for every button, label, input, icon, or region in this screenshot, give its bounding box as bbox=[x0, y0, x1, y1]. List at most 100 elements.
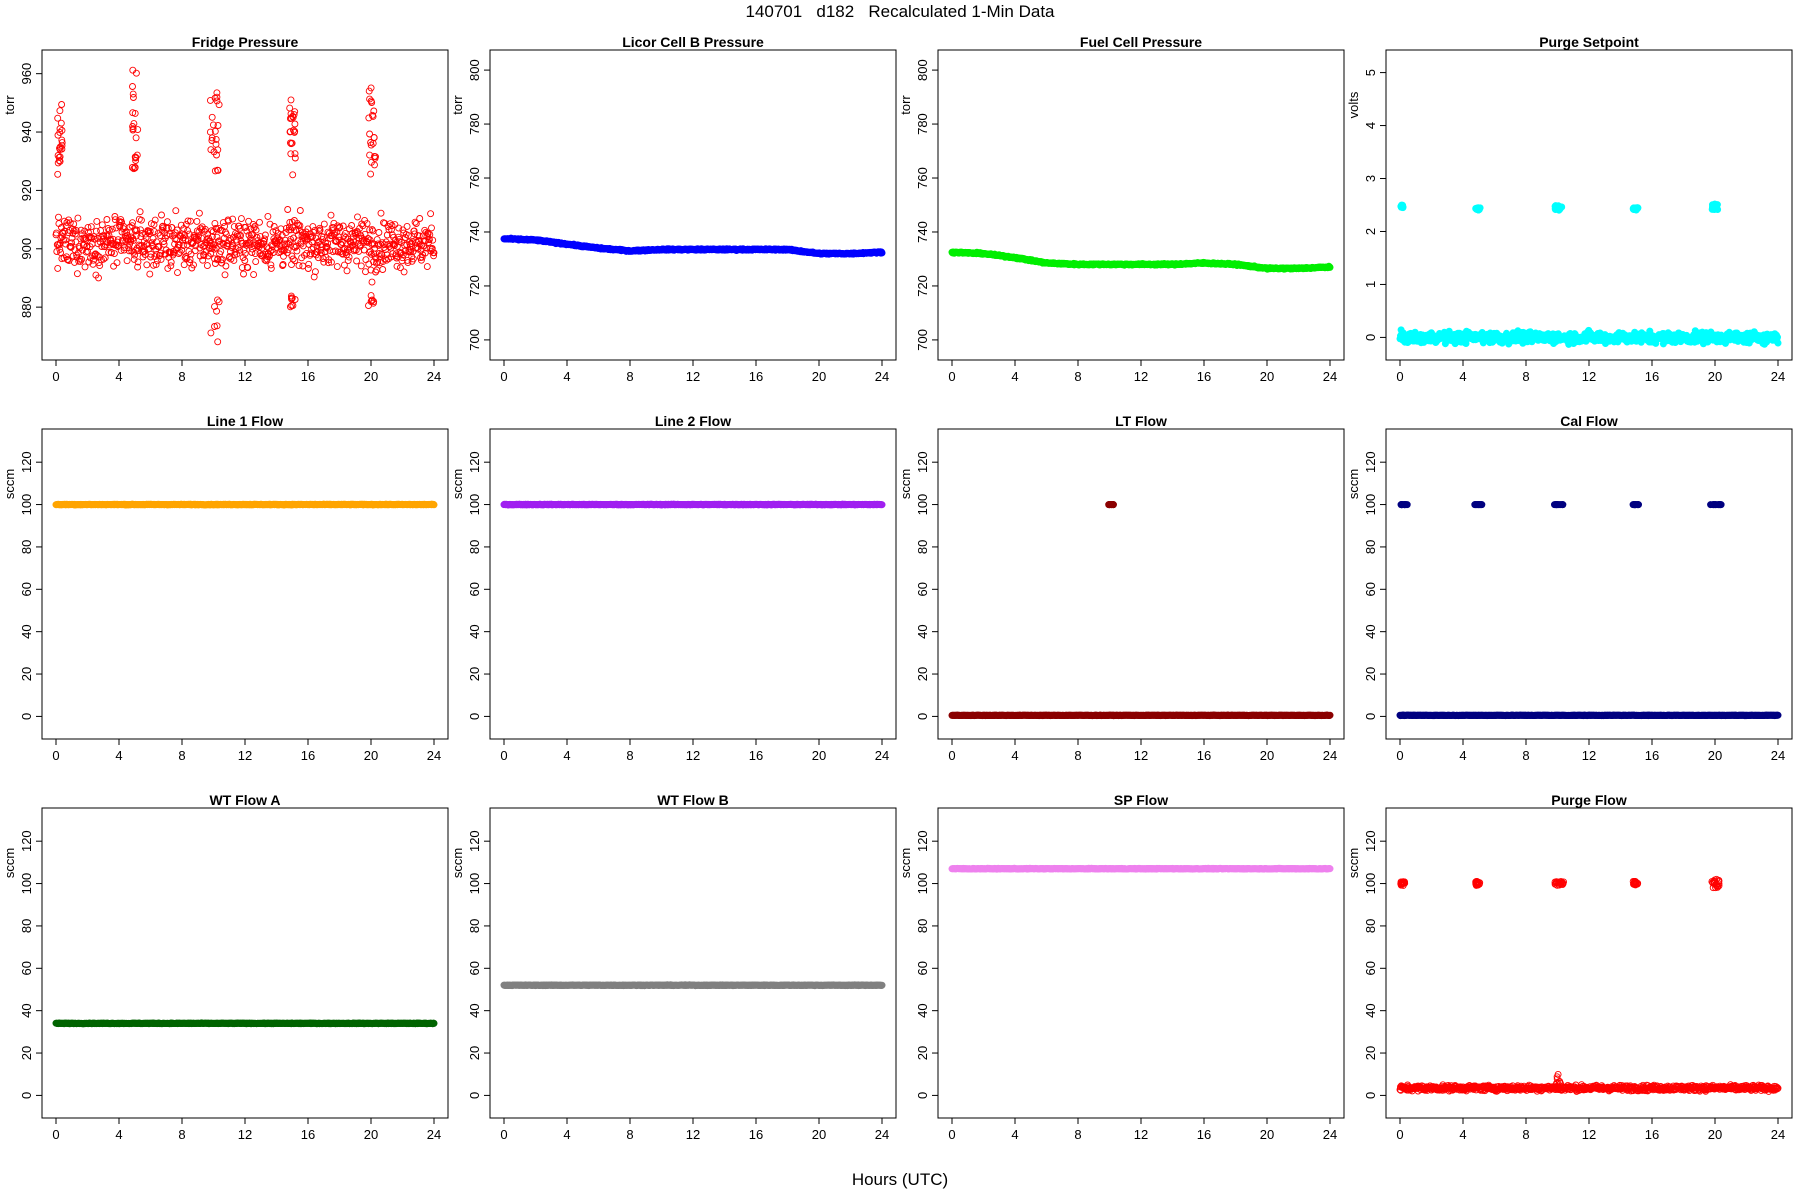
data-point bbox=[426, 231, 434, 239]
data-point bbox=[396, 264, 404, 272]
data-point bbox=[289, 255, 297, 263]
plot-frame bbox=[1385, 49, 1793, 361]
data-point bbox=[236, 246, 244, 254]
y-tick-label: 100 bbox=[19, 494, 34, 516]
data-point bbox=[365, 248, 373, 256]
data-point bbox=[174, 269, 181, 277]
data-point bbox=[357, 262, 365, 270]
data-point bbox=[1711, 200, 1719, 208]
data-point bbox=[393, 242, 401, 250]
data-point bbox=[227, 248, 234, 256]
data-point bbox=[245, 217, 253, 225]
x-tick-label: 16 bbox=[1645, 369, 1659, 384]
y-tick-label: 60 bbox=[915, 582, 930, 596]
data-point bbox=[366, 130, 374, 138]
plot-frame bbox=[41, 428, 449, 740]
data-point bbox=[327, 258, 335, 266]
data-point bbox=[194, 235, 202, 243]
data-point bbox=[214, 255, 222, 263]
data-point bbox=[270, 223, 278, 230]
data-point bbox=[211, 323, 218, 330]
data-point bbox=[293, 242, 300, 250]
data-point bbox=[430, 249, 438, 257]
data-point bbox=[175, 241, 183, 248]
data-point bbox=[372, 254, 380, 262]
data-point bbox=[215, 298, 223, 306]
data-point bbox=[213, 322, 221, 330]
x-tick-label: 0 bbox=[1396, 369, 1403, 384]
data-point bbox=[125, 247, 133, 255]
data-point bbox=[208, 233, 216, 241]
data-point bbox=[375, 229, 383, 236]
data-point bbox=[404, 232, 412, 240]
plot-title: Line 2 Flow bbox=[655, 413, 731, 429]
data-point bbox=[56, 153, 64, 161]
data-point bbox=[136, 208, 144, 216]
data-point bbox=[93, 217, 101, 225]
data-point bbox=[423, 263, 431, 271]
data-point bbox=[178, 246, 186, 254]
data-point bbox=[215, 101, 223, 109]
data-point bbox=[362, 256, 370, 264]
data-point bbox=[149, 235, 157, 242]
data-point bbox=[61, 227, 69, 235]
data-point bbox=[212, 135, 220, 143]
data-point bbox=[208, 134, 216, 142]
plot-frame bbox=[489, 49, 897, 361]
data-point bbox=[388, 222, 396, 229]
data-point bbox=[70, 220, 78, 228]
x-tick-label: 4 bbox=[1011, 369, 1018, 384]
data-point bbox=[255, 243, 263, 251]
data-point bbox=[372, 268, 380, 276]
data-point bbox=[253, 234, 261, 241]
data-point bbox=[286, 128, 294, 136]
x-tick-label: 20 bbox=[812, 748, 826, 763]
data-point bbox=[309, 244, 317, 251]
data-point bbox=[130, 165, 138, 173]
data-point bbox=[348, 222, 356, 229]
data-point bbox=[288, 261, 295, 269]
data-point bbox=[187, 250, 195, 258]
data-point bbox=[339, 222, 347, 230]
data-point bbox=[214, 122, 222, 129]
data-point bbox=[1774, 339, 1782, 347]
data-point bbox=[74, 214, 82, 222]
data-point bbox=[364, 238, 372, 246]
data-point bbox=[407, 248, 414, 256]
data-point bbox=[335, 233, 343, 241]
data-point bbox=[1555, 203, 1563, 211]
data-point bbox=[87, 223, 95, 231]
y-tick-label: 80 bbox=[915, 540, 930, 554]
data-point bbox=[214, 338, 222, 346]
data-point bbox=[129, 125, 137, 133]
data-point bbox=[251, 222, 259, 230]
data-point bbox=[214, 166, 221, 174]
data-point bbox=[367, 84, 375, 92]
data-point bbox=[132, 69, 140, 77]
data-point bbox=[338, 239, 346, 246]
y-tick-label: 40 bbox=[915, 624, 930, 638]
y-tick-label: 700 bbox=[467, 329, 482, 351]
data-point bbox=[368, 278, 376, 286]
y-tick-label: 800 bbox=[915, 59, 930, 81]
data-point bbox=[79, 246, 86, 254]
y-tick-label: 4 bbox=[1363, 122, 1378, 129]
data-point bbox=[131, 109, 139, 117]
data-point bbox=[291, 243, 299, 251]
data-point bbox=[274, 238, 282, 246]
y-tick-label: 80 bbox=[467, 540, 482, 554]
data-point bbox=[316, 226, 324, 234]
data-point bbox=[379, 266, 387, 273]
data-point bbox=[159, 224, 167, 232]
data-point bbox=[129, 83, 136, 90]
data-point bbox=[390, 233, 398, 241]
y-tick-label: 100 bbox=[915, 494, 930, 516]
x-tick-label: 4 bbox=[563, 369, 570, 384]
data-point bbox=[87, 233, 95, 241]
data-point bbox=[287, 150, 295, 158]
data-point bbox=[367, 141, 375, 149]
data-point bbox=[108, 225, 116, 233]
data-point bbox=[309, 233, 316, 241]
data-point bbox=[85, 258, 93, 266]
